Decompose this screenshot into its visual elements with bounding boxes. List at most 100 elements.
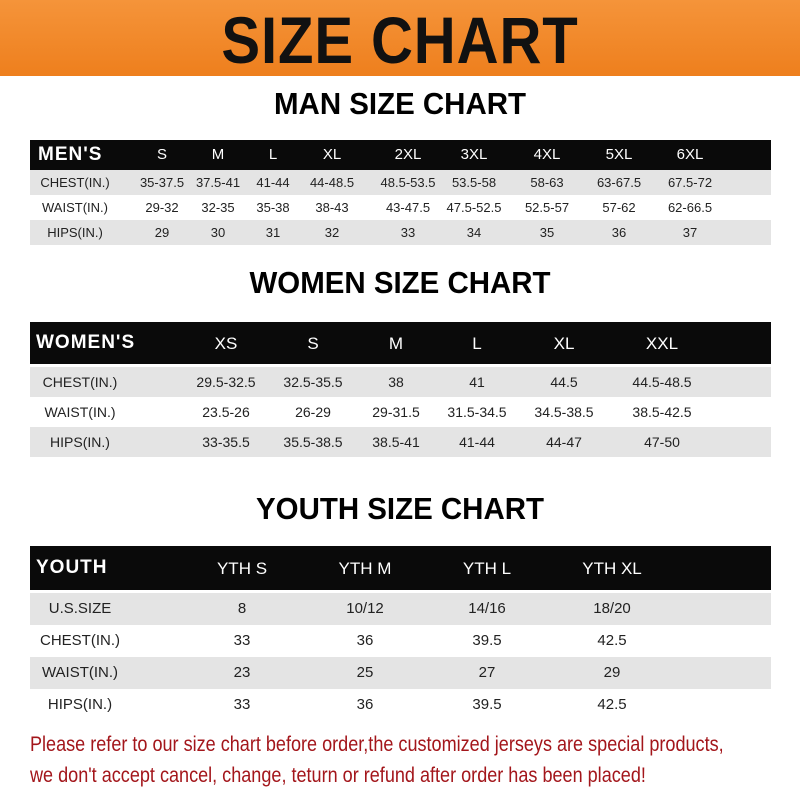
table-cell: 8	[237, 600, 247, 617]
notice-line-2: we don't accept cancel, change, teturn o…	[30, 764, 646, 787]
table-cell: 48.5-53.5	[380, 174, 436, 190]
table-cell: 36	[356, 632, 374, 649]
table-row: WAIST(IN.) 29-32 32-35 35-38 38-43 43-47.5 47.…	[30, 195, 771, 220]
table-cell: 31.5-34.5	[447, 403, 507, 420]
row-label: CHEST(IN.)	[42, 373, 118, 390]
table-cell: 10/12	[346, 600, 384, 617]
table-cell: 38.5-41	[372, 433, 420, 450]
size-header: YTH XL	[582, 559, 642, 578]
table-cell: 33	[233, 696, 251, 713]
table-cell: 36	[356, 696, 374, 713]
women-header-label: WOMEN'S	[36, 332, 136, 353]
size-header: 5XL	[605, 146, 633, 163]
table-row: HIPS(IN.) 33 36 39.5 42.5	[30, 689, 771, 721]
table-cell: 37	[682, 224, 698, 240]
size-header: L	[268, 146, 278, 163]
women-title: WOMEN SIZE CHART	[249, 265, 551, 300]
size-header: XS	[214, 334, 238, 353]
table-cell: 33	[233, 632, 251, 649]
women-header-row: WOMEN'S XS S M L XL XXL	[30, 322, 771, 364]
table-cell: 47-50	[644, 433, 680, 450]
table-cell: 29-32	[145, 199, 179, 215]
table-cell: 43-47.5	[385, 199, 431, 215]
table-cell: 53.5-58	[451, 174, 497, 190]
table-cell: 32.5-35.5	[283, 373, 343, 390]
size-header: YTH S	[216, 559, 268, 578]
size-header: 3XL	[460, 146, 488, 163]
table-cell: 34.5-38.5	[534, 403, 594, 420]
table-cell: 44.5-48.5	[632, 373, 692, 390]
table-cell: 32-35	[201, 199, 235, 215]
table-cell: 23.5-26	[202, 403, 250, 420]
men-size-table: MEN'S S M L XL 2XL 3XL 4XL 5XL 6XL CHEST(IN.) 35-37…	[30, 140, 771, 245]
table-cell: 52.5-57	[524, 199, 570, 215]
table-cell: 32	[324, 224, 340, 240]
women-size-table: WOMEN'S XS S M L XL XXL CHEST(IN.) 29.5-32.5 32.5…	[30, 322, 771, 457]
youth-size-table: YOUTH YTH S YTH M YTH L YTH XL U.S.SIZE 8 10/12…	[30, 546, 771, 718]
men-header-row: MEN'S S M L XL 2XL 3XL 4XL 5XL 6XL	[30, 140, 771, 170]
table-cell: 23	[233, 664, 251, 681]
size-header: YTH M	[338, 559, 392, 578]
table-cell: 26-29	[295, 403, 331, 420]
row-label: CHEST(IN.)	[40, 174, 110, 190]
table-cell: 30	[210, 224, 226, 240]
table-cell: 39.5	[472, 632, 502, 649]
table-row: U.S.SIZE 8 10/12 14/16 18/20	[30, 593, 771, 625]
table-cell: 29	[154, 224, 170, 240]
row-label: HIPS(IN.)	[47, 696, 113, 713]
youth-header-label: YOUTH	[36, 557, 108, 578]
row-label: HIPS(IN.)	[50, 433, 110, 450]
table-cell: 35.5-38.5	[283, 433, 343, 450]
size-header: YTH L	[462, 559, 512, 578]
table-cell: 41	[469, 373, 485, 390]
table-cell: 63-67.5	[596, 174, 642, 190]
table-cell: 33	[400, 224, 416, 240]
men-title: MAN SIZE CHART	[274, 86, 526, 121]
table-cell: 35	[539, 224, 555, 240]
table-cell: 47.5-52.5	[446, 199, 502, 215]
table-cell: 33-35.5	[202, 433, 250, 450]
table-cell: 34	[466, 224, 482, 240]
table-cell: 29	[603, 664, 621, 681]
youth-header-row: YOUTH YTH S YTH M YTH L YTH XL	[30, 546, 771, 590]
table-cell: 36	[611, 224, 627, 240]
size-header: L	[472, 334, 482, 353]
row-label: U.S.SIZE	[48, 600, 112, 617]
table-cell: 42.5	[597, 696, 627, 713]
row-label: CHEST(IN.)	[40, 632, 120, 649]
table-cell: 37.5-41	[195, 174, 241, 190]
table-row: CHEST(IN.) 33 36 39.5 42.5	[30, 625, 771, 657]
size-header: XL	[322, 146, 342, 163]
table-row: WAIST(IN.) 23.5-26 26-29 29-31.5 31.5-34.5 34…	[30, 397, 771, 427]
banner-title: SIZE CHART	[221, 3, 579, 77]
table-cell: 29.5-32.5	[196, 373, 256, 390]
table-cell: 14/16	[468, 600, 506, 617]
table-cell: 44-48.5	[309, 174, 355, 190]
table-cell: 41-44	[256, 174, 290, 190]
table-cell: 58-63	[530, 174, 564, 190]
table-cell: 44.5	[550, 373, 578, 390]
row-label: HIPS(IN.)	[47, 224, 103, 240]
row-label: WAIST(IN.)	[41, 664, 119, 681]
table-cell: 38.5-42.5	[632, 403, 692, 420]
table-cell: 31	[265, 224, 281, 240]
size-header: M	[388, 334, 404, 353]
table-cell: 67.5-72	[667, 174, 713, 190]
table-row: HIPS(IN.) 29 30 31 32 33 34 35 36 37	[30, 220, 771, 245]
table-cell: 18/20	[593, 600, 631, 617]
size-header: 2XL	[394, 146, 422, 163]
size-header: XXL	[645, 334, 679, 353]
table-row: CHEST(IN.) 29.5-32.5 32.5-35.5 38 41 44.5 44.5…	[30, 367, 771, 397]
row-label: WAIST(IN.)	[44, 403, 116, 420]
size-header: XL	[553, 334, 575, 353]
size-header: S	[156, 146, 168, 163]
table-cell: 27	[478, 664, 496, 681]
table-row: HIPS(IN.) 33-35.5 35.5-38.5 38.5-41 41-44 44-…	[30, 427, 771, 457]
table-cell: 35-37.5	[139, 174, 185, 190]
table-cell: 62-66.5	[667, 199, 713, 215]
table-cell: 44-47	[546, 433, 582, 450]
table-cell: 42.5	[597, 632, 627, 649]
table-cell: 41-44	[459, 433, 495, 450]
banner: SIZE CHART	[0, 0, 800, 77]
size-header: M	[211, 146, 225, 163]
